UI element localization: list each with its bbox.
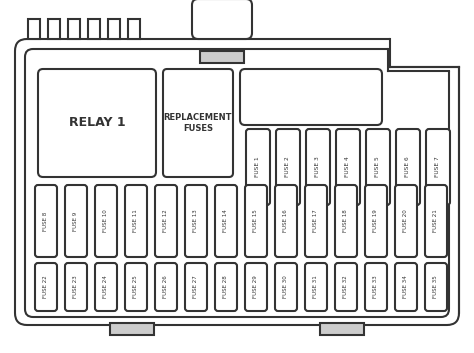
Text: FUSE 25: FUSE 25 (134, 276, 138, 298)
Bar (388, 46, 451, 71)
FancyBboxPatch shape (35, 263, 57, 311)
Text: RELAY 1: RELAY 1 (69, 116, 125, 130)
Text: FUSE 32: FUSE 32 (344, 276, 348, 298)
Bar (390, 34, 461, 67)
FancyBboxPatch shape (155, 185, 177, 257)
FancyBboxPatch shape (155, 263, 177, 311)
FancyBboxPatch shape (425, 185, 447, 257)
FancyBboxPatch shape (275, 263, 297, 311)
Text: FUSE 27: FUSE 27 (193, 276, 199, 298)
FancyBboxPatch shape (426, 129, 450, 205)
FancyBboxPatch shape (185, 185, 207, 257)
FancyBboxPatch shape (192, 0, 252, 39)
FancyBboxPatch shape (395, 185, 417, 257)
FancyBboxPatch shape (163, 69, 233, 177)
Text: FUSE 1: FUSE 1 (255, 157, 261, 177)
Bar (320, 323, 364, 335)
FancyBboxPatch shape (65, 263, 87, 311)
FancyBboxPatch shape (336, 129, 360, 205)
FancyBboxPatch shape (25, 49, 449, 317)
Text: FUSE 19: FUSE 19 (374, 210, 379, 232)
FancyBboxPatch shape (15, 39, 459, 325)
Text: REPLACEMENT
FUSES: REPLACEMENT FUSES (164, 113, 232, 133)
Bar (48, 19, 60, 39)
Text: FUSE 23: FUSE 23 (73, 276, 79, 298)
FancyBboxPatch shape (275, 185, 297, 257)
Text: FUSE 15: FUSE 15 (254, 210, 258, 232)
Text: FUSE 7: FUSE 7 (436, 157, 440, 177)
FancyBboxPatch shape (125, 185, 147, 257)
Text: FUSE 8: FUSE 8 (44, 211, 48, 231)
Text: FUSE 28: FUSE 28 (224, 276, 228, 298)
FancyBboxPatch shape (335, 185, 357, 257)
Text: FUSE 26: FUSE 26 (164, 276, 168, 298)
FancyBboxPatch shape (305, 263, 327, 311)
FancyBboxPatch shape (246, 129, 270, 205)
FancyBboxPatch shape (365, 263, 387, 311)
FancyBboxPatch shape (95, 263, 117, 311)
Text: FUSE 21: FUSE 21 (434, 210, 438, 232)
FancyBboxPatch shape (95, 185, 117, 257)
Text: FUSE 4: FUSE 4 (346, 157, 350, 177)
Text: FUSE 18: FUSE 18 (344, 210, 348, 232)
FancyBboxPatch shape (396, 129, 420, 205)
FancyBboxPatch shape (65, 185, 87, 257)
FancyBboxPatch shape (215, 263, 237, 311)
Text: FUSE 34: FUSE 34 (403, 276, 409, 298)
Text: FUSE 9: FUSE 9 (73, 211, 79, 231)
FancyBboxPatch shape (245, 185, 267, 257)
Text: FUSE 16: FUSE 16 (283, 210, 289, 232)
Text: FUSE 3: FUSE 3 (316, 157, 320, 177)
Bar (108, 19, 120, 39)
Text: FUSE 6: FUSE 6 (405, 157, 410, 177)
Text: FUSE 31: FUSE 31 (313, 276, 319, 298)
Text: FUSE 10: FUSE 10 (103, 210, 109, 232)
FancyBboxPatch shape (38, 69, 156, 177)
FancyBboxPatch shape (215, 185, 237, 257)
Text: FUSE 14: FUSE 14 (224, 210, 228, 232)
Text: FUSE 20: FUSE 20 (403, 210, 409, 232)
FancyBboxPatch shape (335, 263, 357, 311)
FancyBboxPatch shape (425, 263, 447, 311)
Bar (110, 323, 154, 335)
Text: FUSE 30: FUSE 30 (283, 276, 289, 298)
Text: FUSE 35: FUSE 35 (434, 276, 438, 298)
Text: FUSE 11: FUSE 11 (134, 210, 138, 232)
FancyBboxPatch shape (185, 263, 207, 311)
FancyBboxPatch shape (306, 129, 330, 205)
FancyBboxPatch shape (276, 129, 300, 205)
FancyBboxPatch shape (305, 185, 327, 257)
FancyBboxPatch shape (365, 185, 387, 257)
Text: FUSE 13: FUSE 13 (193, 210, 199, 232)
FancyBboxPatch shape (240, 69, 382, 125)
Bar (200, 51, 244, 63)
Text: FUSE 24: FUSE 24 (103, 276, 109, 298)
FancyBboxPatch shape (125, 263, 147, 311)
Text: FUSE 33: FUSE 33 (374, 276, 379, 298)
Text: FUSE 29: FUSE 29 (254, 276, 258, 298)
Bar (128, 19, 140, 39)
FancyBboxPatch shape (366, 129, 390, 205)
Text: FUSE 17: FUSE 17 (313, 210, 319, 232)
Text: FUSE 12: FUSE 12 (164, 210, 168, 232)
Bar (88, 19, 100, 39)
FancyBboxPatch shape (395, 263, 417, 311)
Bar (68, 19, 80, 39)
Text: FUSE 5: FUSE 5 (375, 157, 381, 177)
Text: FUSE 22: FUSE 22 (44, 276, 48, 298)
Text: FUSE 2: FUSE 2 (285, 157, 291, 177)
Bar (28, 19, 40, 39)
FancyBboxPatch shape (35, 185, 57, 257)
FancyBboxPatch shape (245, 263, 267, 311)
